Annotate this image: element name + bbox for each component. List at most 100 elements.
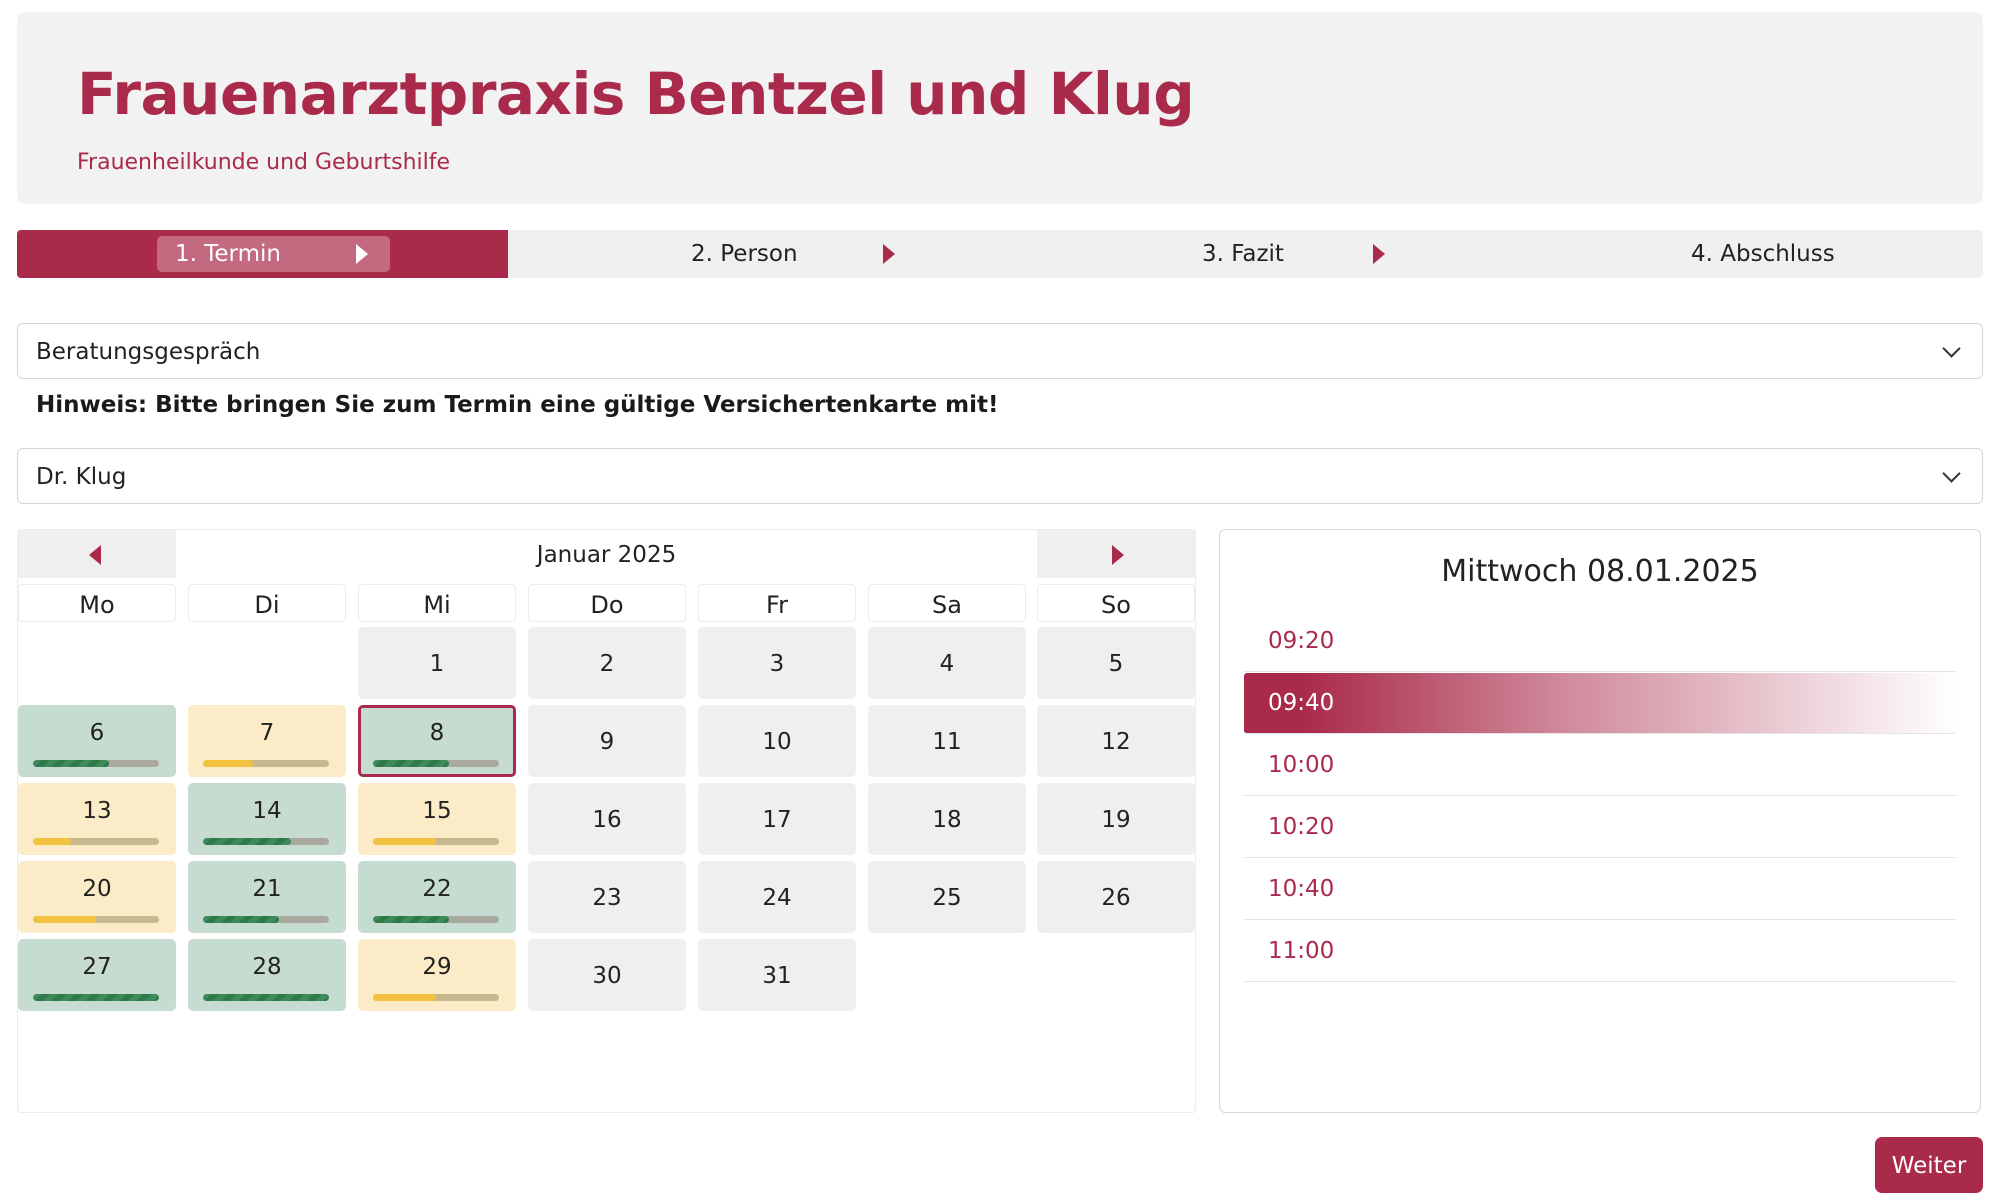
availability-fill [203,838,292,845]
calendar-day[interactable]: 27 [18,939,176,1011]
page-subtitle: Frauenheilkunde und Geburtshilfe [77,150,451,175]
calendar-day-number: 2 [599,651,615,677]
calendar-day[interactable]: 3 [698,627,856,699]
caret-right-icon [1112,545,1124,565]
appointment-type-select[interactable]: Beratungsgespräch [17,323,1983,379]
calendar-day-number: 19 [1101,807,1131,833]
time-slot-label: 10:40 [1268,876,1335,902]
calendar-day[interactable]: 29 [358,939,516,1011]
time-slot[interactable]: 11:00 [1244,921,1956,982]
availability-fill [33,838,71,845]
calendar-day-number: 7 [259,720,275,746]
calendar-day-number: 30 [592,963,622,989]
calendar-day[interactable]: 11 [868,705,1026,777]
calendar-day[interactable]: 30 [528,939,686,1011]
time-slot[interactable]: 10:20 [1244,797,1956,858]
availability-fill [33,760,109,767]
calendar-day[interactable]: 22 [358,861,516,933]
calendar-day-number: 24 [762,885,792,911]
calendar-day[interactable]: 15 [358,783,516,855]
weekday-header: Di [188,584,346,622]
time-slot[interactable]: 10:00 [1244,735,1956,796]
calendar-day[interactable]: 24 [698,861,856,933]
calendar-day-number: 26 [1101,885,1131,911]
calendar-day[interactable]: 10 [698,705,856,777]
availability-fill [373,994,436,1001]
calendar-day[interactable]: 26 [1037,861,1195,933]
next-month-button[interactable] [1037,530,1195,578]
site-header: Frauenarztpraxis Bentzel und Klug Frauen… [17,12,1983,204]
calendar-day[interactable]: 5 [1037,627,1195,699]
time-slot-label: 10:20 [1268,814,1335,840]
step-progress-bar: 1. Termin 2. Person 3. Fazit 4. Abschlus… [17,230,1983,278]
calendar-day-number: 1 [429,651,445,677]
calendar-day[interactable]: 21 [188,861,346,933]
availability-bar [203,760,329,767]
time-slot[interactable]: 10:40 [1244,859,1956,920]
calendar-day-number: 29 [422,954,452,980]
calendar-day[interactable]: 6 [18,705,176,777]
calendar-day[interactable]: 8 [358,705,516,777]
weekday-header: Sa [868,584,1026,622]
availability-fill [33,916,96,923]
availability-fill [203,994,329,1001]
availability-fill [373,760,449,767]
time-slot[interactable]: 09:40 [1244,673,1956,734]
calendar-day[interactable]: 25 [868,861,1026,933]
time-slot-label: 09:40 [1268,690,1335,716]
caret-left-icon [89,545,101,565]
calendar-day[interactable]: 28 [188,939,346,1011]
calendar-day[interactable]: 31 [698,939,856,1011]
time-slot-panel: Mittwoch 08.01.2025 09:20 09:40 10:00 10:20… [1219,529,1981,1113]
time-slot[interactable]: 09:20 [1244,611,1956,672]
step-arrow-icon [356,244,368,264]
step-termin[interactable]: 1. Termin [175,241,281,267]
next-button[interactable]: Weiter [1875,1137,1983,1193]
calendar-day[interactable]: 23 [528,861,686,933]
calendar-day-number: 22 [422,876,452,902]
calendar-day[interactable]: 13 [18,783,176,855]
calendar-day-number: 4 [939,651,955,677]
calendar-day[interactable]: 1 [358,627,516,699]
prev-month-button[interactable] [18,530,176,578]
calendar-day[interactable]: 20 [18,861,176,933]
calendar-day-number: 3 [769,651,785,677]
calendar-day[interactable]: 7 [188,705,346,777]
calendar-day-number: 8 [429,720,445,746]
step-active-pill [157,236,390,272]
availability-bar [33,760,159,767]
calendar-day-number: 27 [82,954,112,980]
calendar-day-number: 16 [592,807,622,833]
calendar-day-number: 6 [89,720,105,746]
step-abschluss[interactable]: 4. Abschluss [1691,241,1835,267]
calendar-day[interactable]: 12 [1037,705,1195,777]
calendar-day[interactable]: 9 [528,705,686,777]
availability-fill [373,916,449,923]
availability-bar [373,760,499,767]
weekday-header: Mi [358,584,516,622]
step-person[interactable]: 2. Person [691,241,798,267]
availability-fill [33,994,159,1001]
calendar-day-number: 10 [762,729,792,755]
time-slot-label: 10:00 [1268,752,1335,778]
calendar-day[interactable]: 4 [868,627,1026,699]
calendar-day[interactable]: 14 [188,783,346,855]
calendar-day-number: 25 [932,885,962,911]
calendar-day[interactable]: 2 [528,627,686,699]
calendar-day[interactable]: 18 [868,783,1026,855]
doctor-value: Dr. Klug [36,464,127,490]
calendar-day[interactable]: 17 [698,783,856,855]
doctor-select[interactable]: Dr. Klug [17,448,1983,504]
calendar-day[interactable]: 16 [528,783,686,855]
weekday-header: Do [528,584,686,622]
calendar-day-number: 13 [82,798,112,824]
selected-date-heading: Mittwoch 08.01.2025 [1441,554,1759,589]
calendar-day[interactable]: 19 [1037,783,1195,855]
step-fazit[interactable]: 3. Fazit [1202,241,1284,267]
time-slot-label: 11:00 [1268,938,1335,964]
calendar-day-number: 28 [252,954,282,980]
availability-bar [203,994,329,1001]
calendar-day-number: 17 [762,807,792,833]
calendar-day-number: 9 [599,729,615,755]
